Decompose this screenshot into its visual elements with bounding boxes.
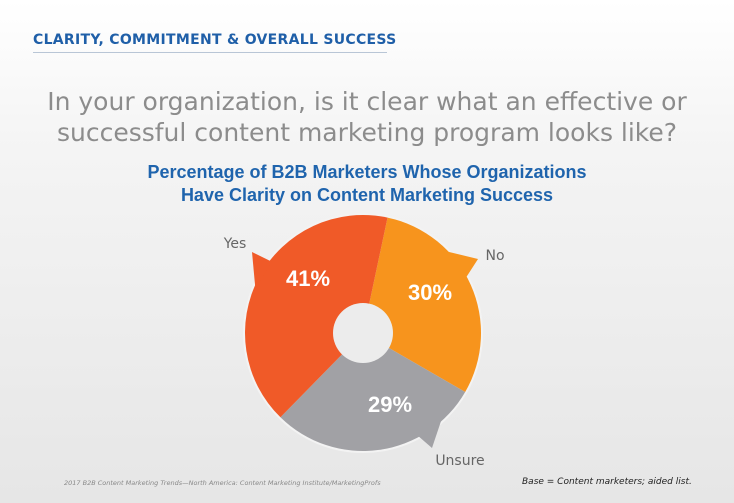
slice-no xyxy=(363,217,482,392)
source-note: 2017 B2B Content Marketing Trends—North … xyxy=(64,479,381,487)
slice-yes xyxy=(245,214,388,418)
section-header: CLARITY, COMMITMENT & OVERALL SUCCESS xyxy=(33,32,396,53)
value-label-yes: 41% xyxy=(286,266,330,291)
chart-title-line-1: Percentage of B2B Marketers Whose Organi… xyxy=(147,162,587,182)
callout-tail-yes xyxy=(252,252,272,290)
survey-question: In your organization, is it clear what a… xyxy=(0,86,734,148)
category-label-yes: Yes xyxy=(223,236,247,252)
chart-title: Percentage of B2B Marketers Whose Organi… xyxy=(0,161,734,207)
category-label-unsure: Unsure xyxy=(435,453,484,469)
chart-title-line-2: Have Clarity on Content Marketing Succes… xyxy=(180,185,554,205)
slice-unsure xyxy=(280,333,466,452)
category-label-no: No xyxy=(485,248,504,264)
callout-tail-unsure xyxy=(417,417,443,448)
base-note: Base = Content marketers; aided list. xyxy=(522,477,692,487)
value-label-no: 30% xyxy=(408,280,452,305)
question-line-2: successful content marketing program loo… xyxy=(56,118,678,147)
callout-tail-no xyxy=(445,250,478,279)
question-line-1: In your organization, is it clear what a… xyxy=(47,87,687,116)
donut-hole xyxy=(333,303,393,363)
value-label-unsure: 29% xyxy=(368,392,412,417)
